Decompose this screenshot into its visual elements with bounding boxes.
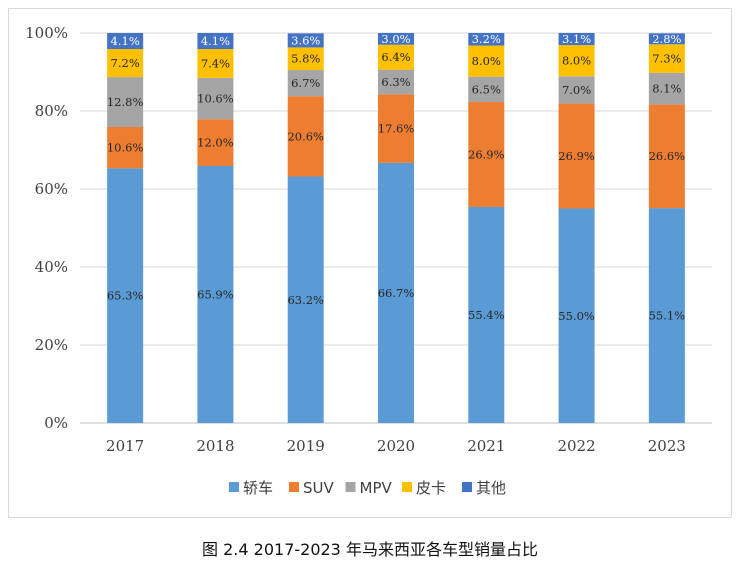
bar-segment: [558, 33, 595, 46]
bar-segment: [197, 165, 234, 424]
bar-segment: [468, 76, 505, 103]
data-label: 26.6%: [649, 149, 686, 163]
legend-label: MPV: [360, 479, 393, 497]
data-label: 55.4%: [468, 308, 505, 322]
bar-segment: [197, 119, 234, 166]
data-label: 5.8%: [291, 52, 320, 66]
data-label: 2.8%: [652, 32, 681, 46]
data-label: 55.0%: [558, 309, 595, 323]
bar-segment: [197, 48, 234, 78]
y-tick-label: 40%: [35, 258, 68, 276]
y-tick-label: 0%: [44, 414, 68, 432]
bar-segment: [378, 162, 414, 423]
legend-swatch: [462, 482, 472, 492]
y-tick-label: 20%: [35, 336, 68, 354]
bar-segment: [648, 44, 685, 73]
data-label: 66.7%: [378, 286, 415, 300]
y-tick-label: 80%: [35, 102, 68, 120]
x-tick-label: 2021: [467, 437, 505, 455]
bar-segment: [468, 45, 505, 77]
x-tick-label: 2023: [648, 437, 686, 455]
bar-segment: [378, 94, 414, 163]
data-label: 6.7%: [291, 76, 320, 90]
bar-segment: [197, 33, 234, 49]
data-label: 12.8%: [107, 95, 144, 109]
bar-segment: [287, 176, 324, 423]
legend-swatch: [345, 482, 356, 492]
data-label: 65.3%: [107, 289, 144, 303]
data-label: 7.3%: [652, 52, 681, 66]
data-label: 10.6%: [107, 141, 144, 155]
data-label: 7.2%: [111, 56, 140, 70]
bar-segment: [378, 44, 414, 70]
data-label: 6.5%: [472, 82, 501, 96]
bar-segment: [648, 208, 685, 423]
data-label: 12.0%: [197, 136, 234, 150]
bar-segment: [107, 33, 144, 49]
data-label: 26.9%: [558, 149, 595, 163]
data-label: 7.4%: [201, 56, 230, 70]
bar-segment: [378, 69, 414, 95]
data-label: 3.1%: [562, 32, 591, 46]
data-label: 17.6%: [378, 122, 415, 136]
bar-segment: [648, 72, 685, 105]
legend-label: 其他: [476, 479, 506, 497]
x-tick-label: 2018: [196, 437, 234, 455]
x-tick-label: 2020: [377, 437, 415, 455]
data-label: 7.0%: [562, 83, 591, 97]
bar-segment: [197, 77, 234, 120]
data-label: 8.0%: [562, 54, 591, 68]
bar-segment: [107, 126, 144, 169]
data-label: 3.2%: [472, 32, 501, 46]
x-tick-label: 2019: [287, 437, 325, 455]
data-label: 6.3%: [381, 75, 410, 89]
y-tick-label: 60%: [35, 180, 68, 198]
data-label: 3.0%: [381, 32, 410, 46]
data-label: 8.1%: [652, 82, 681, 96]
data-label: 65.9%: [197, 287, 234, 301]
bar-segment: [468, 33, 505, 46]
legend-swatch: [229, 482, 239, 492]
data-label: 4.1%: [201, 34, 230, 48]
legend-label: SUV: [303, 479, 335, 497]
bar-segment: [648, 33, 685, 45]
bar-segment: [287, 47, 324, 71]
legend-label: 轿车: [243, 479, 273, 497]
bar-segment: [107, 168, 144, 423]
data-label: 55.1%: [649, 309, 686, 323]
legend-swatch: [289, 482, 299, 492]
x-tick-label: 2017: [106, 437, 144, 455]
legend-label: 皮卡: [416, 479, 446, 497]
data-label: 63.2%: [287, 293, 324, 307]
bar-segment: [287, 70, 324, 97]
bar-segment: [468, 102, 505, 207]
bar-segment: [378, 33, 414, 45]
bar-segment: [107, 77, 144, 127]
legend-swatch: [402, 482, 412, 492]
bar-segment: [107, 48, 144, 78]
bar-segment: [468, 206, 505, 423]
bar-segment: [287, 33, 324, 48]
bar-segment: [287, 96, 324, 177]
data-label: 10.6%: [197, 92, 234, 106]
data-label: 4.1%: [111, 34, 140, 48]
data-label: 8.0%: [472, 54, 501, 68]
data-label: 6.4%: [381, 50, 410, 64]
data-label: 26.9%: [468, 147, 505, 161]
bar-segment: [558, 76, 595, 104]
data-label: 20.6%: [287, 129, 324, 143]
bar-segment: [558, 45, 595, 77]
y-tick-label: 100%: [25, 24, 68, 42]
bar-segment: [558, 103, 595, 209]
bar-segment: [558, 208, 595, 423]
bar-segment: [648, 104, 685, 209]
data-label: 3.6%: [291, 33, 320, 47]
x-tick-label: 2022: [557, 437, 595, 455]
figure-caption: 图 2.4 2017-2023 年马来西亚各车型销量占比: [202, 540, 538, 559]
